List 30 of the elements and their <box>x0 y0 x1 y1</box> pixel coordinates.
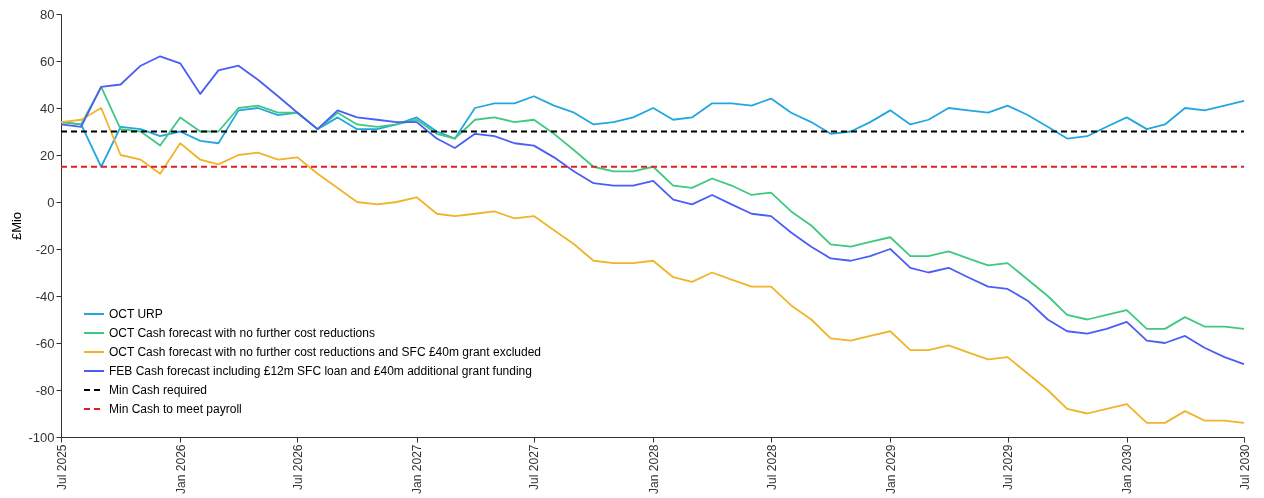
x-tick-label: Jan 2028 <box>646 444 661 494</box>
x-tick-label: Jul 2026 <box>290 444 305 490</box>
y-tick-label: 0 <box>47 194 55 210</box>
y-tick-label: -20 <box>35 241 55 257</box>
line-series <box>60 107 1245 424</box>
legend-label: FEB Cash forecast including £12m SFC loan and £40m additional grant funding <box>109 364 532 378</box>
x-tick-label: Jul 2028 <box>764 444 779 490</box>
legend-label: OCT Cash forecast with no further cost reductions and SFC £40m grant excluded <box>109 345 541 359</box>
x-tick-label: Jan 2029 <box>883 444 898 494</box>
x-tick-label: Jul 2027 <box>527 444 542 490</box>
y-tick-label: 80 <box>40 6 55 22</box>
x-tick-label: Jul 2025 <box>54 444 69 490</box>
y-tick-label: 40 <box>40 100 55 116</box>
x-tick-label: Jul 2029 <box>1001 444 1016 490</box>
x-tick-label: Jul 2030 <box>1237 444 1252 490</box>
legend-label: Min Cash to meet payroll <box>109 402 242 416</box>
y-tick-label: -60 <box>35 335 55 351</box>
x-tick-label: Jan 2030 <box>1120 444 1135 494</box>
legend-label: OCT URP <box>109 307 163 321</box>
y-tick-label: -40 <box>35 288 55 304</box>
y-tick-label: -80 <box>35 382 55 398</box>
y-tick-label: -100 <box>28 429 55 445</box>
x-tick-label: Jan 2027 <box>410 444 425 494</box>
legend-label: OCT Cash forecast with no further cost reductions <box>109 326 375 340</box>
y-axis-title: £Mio <box>9 211 25 241</box>
x-tick-label: Jan 2026 <box>173 444 188 494</box>
legend-label: Min Cash required <box>109 383 208 397</box>
y-tick-label: 20 <box>40 147 55 163</box>
y-tick-label: 60 <box>40 53 55 69</box>
line-series <box>60 55 1245 366</box>
